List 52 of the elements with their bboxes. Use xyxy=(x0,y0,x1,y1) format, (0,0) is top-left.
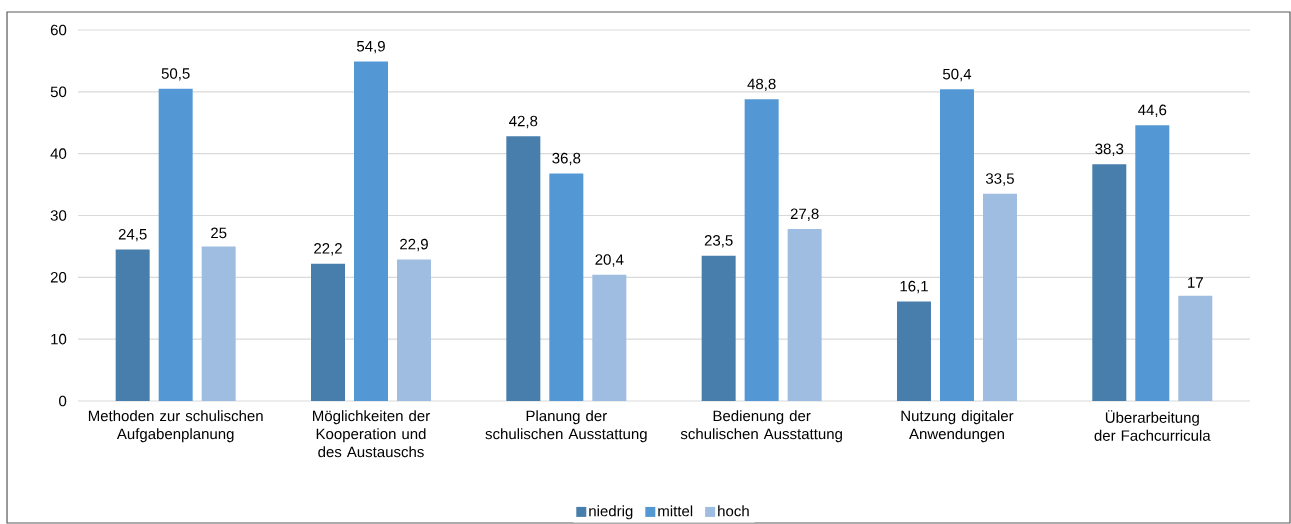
bar xyxy=(549,173,584,401)
data-label: 48,8 xyxy=(747,78,776,92)
data-label: 50,4 xyxy=(942,68,972,82)
data-label: 38,3 xyxy=(1095,143,1124,156)
x-tick-label: Bedienung der schulischen Ausstattung xyxy=(680,410,842,443)
bar xyxy=(939,89,974,401)
x-tick-label: Planung der schulischen Ausstattung xyxy=(485,410,647,443)
y-tick-label: 20 xyxy=(50,272,67,283)
bar xyxy=(506,136,541,401)
data-label: 42,8 xyxy=(509,115,538,129)
bar xyxy=(701,255,736,401)
data-label: 24,5 xyxy=(118,228,147,242)
bar xyxy=(397,259,431,401)
bar xyxy=(354,61,388,401)
data-label: 33,5 xyxy=(985,173,1014,186)
bar xyxy=(115,249,150,401)
data-label: 17 xyxy=(1188,277,1203,288)
y-tick-label: 40 xyxy=(50,148,67,159)
x-tick-label: Möglichkeiten der Kooperation und des Austauschs xyxy=(313,410,430,458)
data-label: 50,5 xyxy=(161,68,190,81)
data-label: 22,9 xyxy=(400,238,428,252)
data-label: 20,4 xyxy=(595,254,624,267)
bar xyxy=(201,246,236,401)
x-tick-label: Nutzung digitaler Anwendungen xyxy=(901,410,1014,443)
x-tick-label: Überarbeitung der Fachcurricula xyxy=(1094,410,1211,441)
bar xyxy=(896,301,931,401)
data-label: 36,8 xyxy=(552,152,581,166)
bar xyxy=(744,99,779,401)
y-tick-label: 10 xyxy=(51,333,67,345)
y-tick-label: 0 xyxy=(59,395,67,407)
bar xyxy=(787,229,822,401)
legend-label: mittel xyxy=(658,505,693,517)
data-label: 22,2 xyxy=(314,243,342,256)
data-label: 16,1 xyxy=(900,280,928,294)
data-label: 44,6 xyxy=(1138,104,1167,118)
data-label: 27,8 xyxy=(790,208,819,221)
bar xyxy=(1135,125,1170,401)
data-label: 23,5 xyxy=(704,235,733,248)
data-label: 25 xyxy=(211,227,227,239)
bar xyxy=(1092,164,1127,401)
legend-label: niedrig xyxy=(589,505,633,520)
legend-label: hoch xyxy=(718,505,749,517)
data-label: 54,9 xyxy=(357,40,385,54)
bar xyxy=(311,263,345,401)
bar xyxy=(158,88,193,401)
y-tick-label: 30 xyxy=(50,210,67,221)
bar xyxy=(592,274,627,401)
bar xyxy=(1178,295,1213,401)
bar xyxy=(982,193,1017,401)
y-tick-label: 60 xyxy=(50,24,67,36)
y-tick-label: 50 xyxy=(50,86,67,98)
x-tick-label: Methoden zur schulischen Aufgabenplanung xyxy=(88,410,263,443)
